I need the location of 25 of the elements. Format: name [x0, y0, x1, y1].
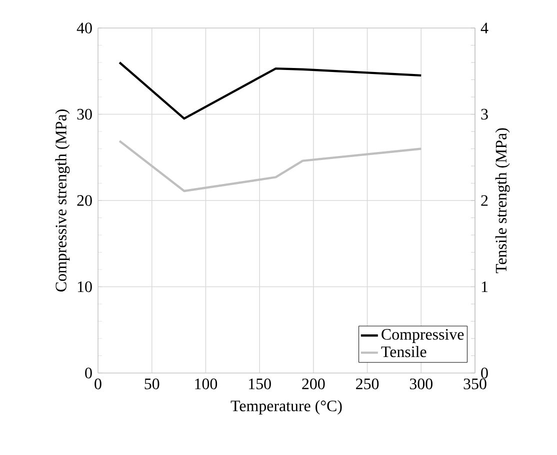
x-tick-label: 200 — [302, 378, 325, 390]
y2-axis-title: Tensile strength (MPa) — [495, 128, 510, 274]
y2-tick-label: 3 — [481, 108, 488, 120]
x-tick-label: 50 — [144, 378, 160, 390]
x-tick-label: 100 — [195, 378, 218, 390]
y2-tick-label: 0 — [481, 368, 488, 378]
y-tick-label: 40 — [76, 22, 92, 34]
x-tick-label: 0 — [94, 378, 102, 390]
y-tick-label: 10 — [78, 281, 92, 292]
y-tick-label: 30 — [77, 108, 92, 120]
x-tick-label: 300 — [410, 378, 432, 390]
y-axis-title: Compressive strength (MPa) — [55, 110, 70, 292]
x-tick-label: 350 — [464, 378, 486, 390]
y2-tick-label: 1 — [482, 281, 488, 292]
x-axis-title: Temperature (°C) — [230, 400, 342, 415]
y2-tick-label: 2 — [481, 195, 488, 206]
y2-tick-label: 4 — [480, 22, 488, 34]
legend-label: Compressive — [382, 329, 464, 343]
x-tick-label: 150 — [249, 378, 271, 390]
line-series — [118, 61, 422, 120]
y-tick-label: 20 — [77, 195, 92, 206]
y-tick-label: 0 — [85, 368, 92, 378]
line-series — [118, 140, 422, 192]
legend-label: Tensile — [381, 346, 426, 358]
x-tick-label: 250 — [356, 378, 379, 390]
